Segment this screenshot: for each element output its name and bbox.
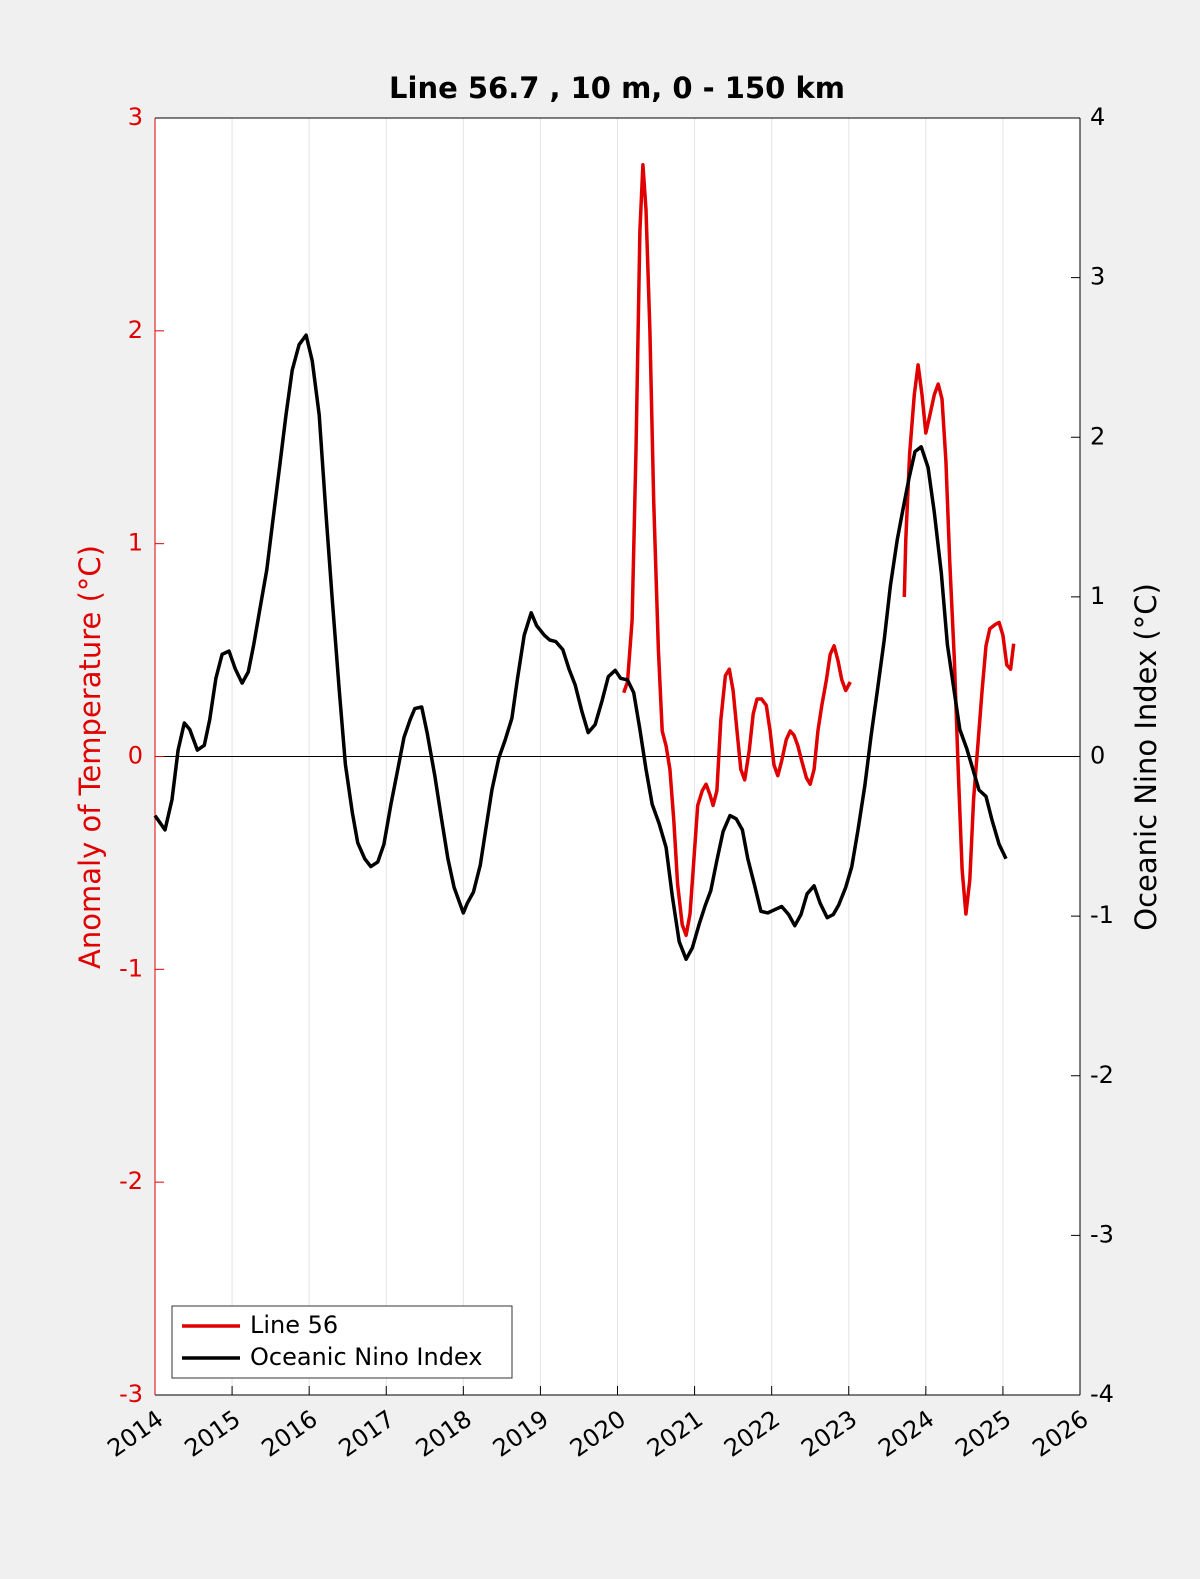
y2-tick-label: -1 <box>1090 901 1114 929</box>
legend-label: Oceanic Nino Index <box>250 1343 482 1371</box>
y2-tick-label: 0 <box>1090 742 1105 770</box>
y2-tick-label: 4 <box>1090 103 1105 131</box>
y-tick-label: -1 <box>119 954 143 982</box>
y2-tick-label: 2 <box>1090 422 1105 450</box>
y2-tick-label: -3 <box>1090 1220 1114 1248</box>
y-tick-label: -3 <box>119 1380 143 1408</box>
legend-box <box>171 1305 513 1379</box>
y-tick-label: -2 <box>119 1167 143 1195</box>
y-tick-label: 2 <box>128 316 143 344</box>
series-line <box>153 333 1008 961</box>
series-line <box>902 363 1016 916</box>
y-tick-label: 0 <box>128 742 143 770</box>
y2-tick-label: 1 <box>1090 582 1105 610</box>
y-axis-label: Anomaly of Temperature (°C) <box>73 545 107 969</box>
y-tick-label: 3 <box>128 103 143 131</box>
series-line <box>622 163 852 938</box>
y2-axis-label: Oceanic Nino Index (°C) <box>1129 583 1163 931</box>
chart-title: Line 56.7 , 10 m, 0 - 150 km <box>389 71 845 105</box>
y2-tick-label: 3 <box>1090 263 1105 291</box>
y-tick-label: 1 <box>128 529 143 557</box>
y2-tick-label: -2 <box>1090 1061 1114 1089</box>
y2-tick-label: -4 <box>1090 1380 1114 1408</box>
legend-label: Line 56 <box>250 1311 338 1339</box>
